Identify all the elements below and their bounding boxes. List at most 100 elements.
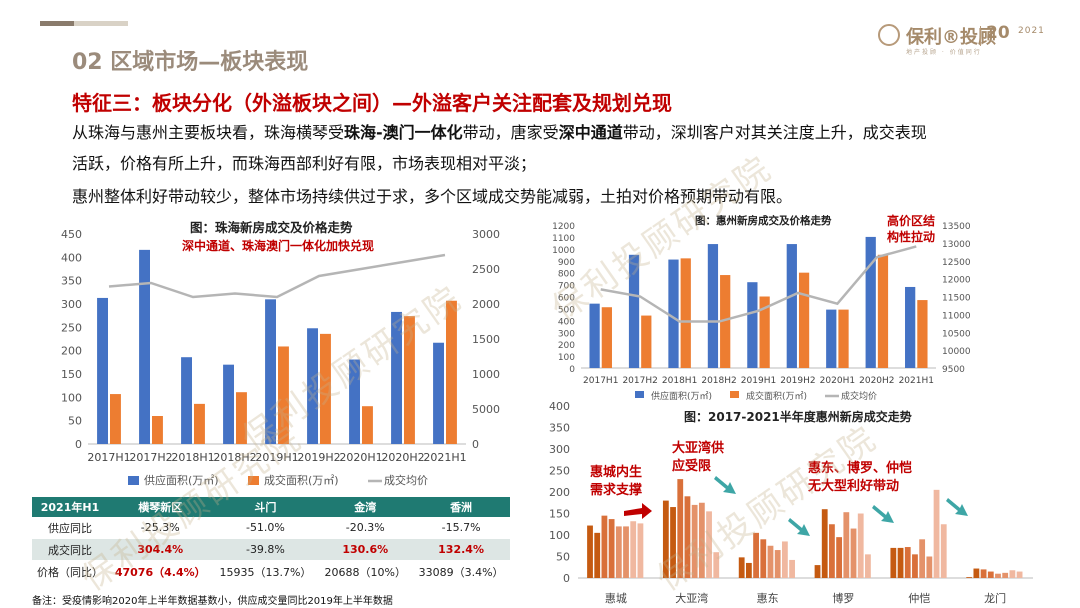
x-tick-label: 2017H1 (87, 451, 130, 464)
x-tick-label: 2020H1 (339, 451, 382, 464)
bar (789, 559, 795, 578)
table-cell: 20688（10%） (318, 560, 413, 583)
bar (838, 309, 849, 368)
table-cell: 130.6% (318, 538, 413, 561)
logo-year: 2021 (1018, 26, 1045, 36)
table-header-cell: 横琴新区 (107, 497, 213, 517)
x-tick-label: 2021H1 (423, 451, 466, 464)
x-tick-label: 2020H2 (381, 451, 424, 464)
y-tick-label: 1100 (552, 234, 575, 244)
bar (623, 526, 629, 578)
bar (966, 577, 973, 578)
teal-arrow-icon (788, 518, 810, 536)
chart-annotation: 应受限 (672, 458, 712, 474)
paragraph-1-part-e: 带动，深圳客户对其关注度上升，成交表现 (622, 123, 927, 142)
bar (637, 523, 644, 578)
y-tick-label: 400 (61, 251, 82, 264)
table-cell: 15935（13.7%） (212, 560, 319, 583)
logo-mark-icon (878, 24, 900, 46)
y-tick-label: 0 (75, 438, 82, 451)
chart-annotation: 惠城内生 (590, 464, 642, 480)
table-header-cell: 金湾 (318, 497, 413, 517)
bar (630, 521, 637, 578)
y2-tick-label: 13500 (942, 222, 971, 232)
table-row-label: 价格（同比） (32, 560, 108, 583)
bar (680, 258, 691, 368)
bar (980, 569, 987, 578)
y2-tick-label: 25000 (472, 263, 500, 276)
header-accent-bar-light (74, 21, 128, 26)
legend-label: 成交均价 (384, 473, 428, 487)
y2-tick-label: 30000 (472, 228, 500, 241)
y-tick-label: 100 (61, 391, 82, 404)
x-tick-label: 惠东 (757, 591, 779, 605)
huizhou-district-chart: 0 50 100 150 200 250 300 350 400 惠城 大亚湾 惠东 博罗 仲恺 龙门 图：2… (549, 400, 1033, 605)
y-tick-label: 400 (558, 317, 575, 327)
legend-label: 成交面积(万㎡) (746, 390, 807, 402)
bar (223, 364, 234, 444)
x-tick-label: 2017H1 (583, 376, 618, 386)
y-tick-label: 50 (68, 415, 82, 428)
page-title: 02 区域市场—板块表现 (72, 50, 309, 75)
bar (110, 394, 121, 444)
bar (641, 315, 652, 368)
bar (706, 511, 712, 578)
bar (677, 479, 684, 578)
y-tick-label: 150 (549, 508, 570, 521)
bar (265, 299, 276, 444)
table-header-cell: 香洲 (412, 497, 510, 517)
bar (594, 532, 601, 578)
table-row: 成交同比 304.4% -39.8% 130.6% 132.4% (32, 538, 510, 561)
bar (786, 244, 797, 368)
x-tick-label: 仲恺 (908, 591, 930, 605)
y2-tick-label: 0 (472, 438, 479, 451)
bar (738, 557, 745, 578)
y2-tick-label: 9500 (942, 365, 965, 375)
y-tick-label: 0 (569, 365, 575, 375)
y-tick-label: 400 (549, 400, 570, 413)
bar (940, 524, 947, 578)
y-tick-label: 150 (61, 368, 82, 381)
table-cell: -51.0% (212, 517, 319, 539)
legend-swatch (730, 391, 739, 398)
y2-tick-label: 12500 (942, 258, 971, 268)
red-arrow-icon (624, 503, 652, 519)
x-tick-label: 龙门 (984, 591, 1006, 605)
y-tick-label: 300 (61, 298, 82, 311)
bar (278, 346, 289, 444)
legend-label: 供应面积(万㎡) (651, 390, 712, 402)
bar (798, 272, 810, 368)
bar (608, 519, 615, 578)
table-row: 价格（同比） 47076（4.4%） 15935（13.7%） 20688（10… (32, 560, 510, 583)
logo-divider (980, 26, 981, 46)
chart-annotation: 构性拉动 (887, 229, 935, 244)
bar (850, 528, 857, 578)
y2-tick-label: 11500 (942, 294, 971, 304)
bar (720, 275, 731, 368)
x-tick-label: 2018H1 (662, 376, 697, 386)
x-tick-label: 2018H1 (171, 451, 214, 464)
y2-tick-label: 10500 (942, 329, 971, 339)
bar (814, 565, 821, 578)
x-tick-label: 2019H1 (741, 376, 776, 386)
y-tick-label: 300 (558, 329, 575, 339)
bar (446, 300, 457, 444)
y-tick-label: 1000 (552, 246, 575, 256)
bar (926, 556, 933, 578)
legend-swatch (635, 391, 644, 398)
bar (349, 359, 360, 444)
bar (236, 392, 247, 444)
table-cell: -20.3% (318, 517, 413, 539)
y-tick-label: 300 (549, 443, 570, 456)
x-tick-label: 惠城 (605, 591, 627, 605)
bar (707, 244, 719, 368)
y-tick-label: 250 (61, 321, 82, 334)
bar (662, 500, 669, 578)
bar (1009, 570, 1016, 578)
bar (745, 562, 752, 578)
bar (601, 515, 608, 578)
bar (668, 259, 679, 368)
y2-tick-label: 13000 (942, 240, 971, 250)
table-header-row: 2021年H1 横琴新区 斗门 金湾 香洲 (32, 497, 510, 517)
legend-label: 供应面积(万㎡) (144, 473, 219, 487)
